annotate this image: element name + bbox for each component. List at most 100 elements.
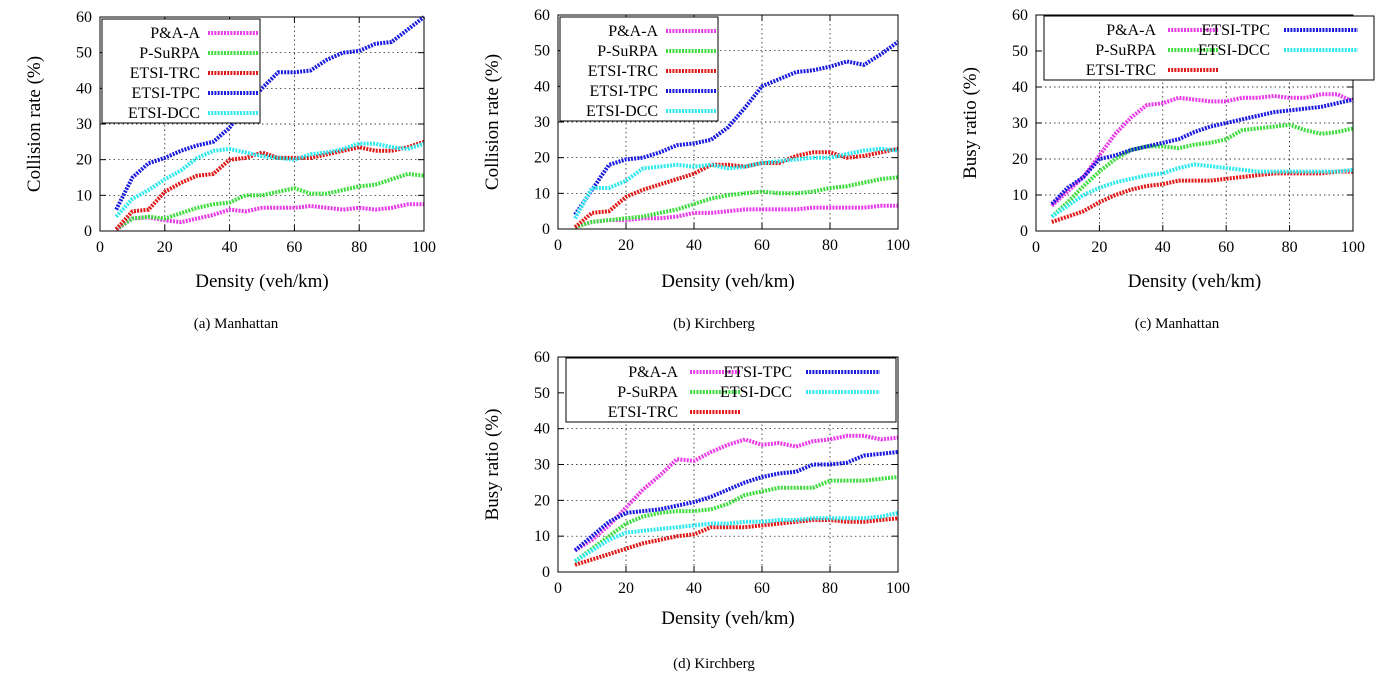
legend: P&A-A P-SuRPA ETSI-TRC ETSI-TPC ETSI-DCC [559,16,719,122]
legend-label-etsi-tpc: ETSI-TPC [590,83,658,100]
series-line-p-surpa [115,171,425,231]
series-line-etsi-dcc [114,141,425,219]
x-tick-label: 0 [96,239,104,256]
x-tick-label: 0 [554,237,562,254]
legend-label-etsi-trc: ETSI-TRC [608,404,678,421]
y-tick-label: 0 [542,564,550,581]
legend-label-p-a-a: P&A-A [150,25,200,42]
y-tick-label: 40 [534,78,550,95]
legend-box [565,357,897,423]
chart-caption: (d) Kirchberg [673,656,755,672]
legend-label-p-surpa: P-SuRPA [139,45,200,62]
y-tick-label: 60 [534,349,550,366]
series-line-p-a-a [115,202,424,232]
x-axis-label: Density (veh/km) [1128,271,1262,292]
legend-label-etsi-trc: ETSI-TRC [130,65,200,82]
x-tick-label: 20 [618,580,634,597]
series-line-etsi-trc [1051,169,1353,224]
y-tick-label: 20 [76,152,92,169]
series-line-etsi-trc [114,139,425,231]
x-tick-label: 60 [1218,239,1234,256]
x-tick-label: 60 [754,580,770,597]
legend-label-etsi-dcc: ETSI-DCC [128,105,200,122]
series-line-etsi-trc [573,146,899,229]
series-line-etsi-tpc [114,15,426,211]
y-tick-label: 60 [1012,7,1028,24]
x-tick-label: 20 [1091,239,1107,256]
x-tick-label: 80 [1282,239,1298,256]
y-tick-label: 20 [534,150,550,167]
x-tick-label: 20 [618,237,634,254]
legend-label-p-a-a: P&A-A [1106,22,1156,39]
x-tick-label: 100 [1341,239,1365,256]
y-tick-label: 50 [1012,43,1028,60]
legend-box [1043,15,1375,81]
y-tick-label: 40 [534,421,550,438]
y-tick-label: 60 [534,7,550,24]
legend-label-p-surpa: P-SuRPA [617,384,678,401]
y-tick-label: 30 [534,114,550,131]
legend: P&A-A P-SuRPA ETSI-TRC ETSI-TPC ETSI-DCC [565,357,897,423]
y-tick-label: 0 [542,221,550,238]
legend-label-etsi-tpc: ETSI-TPC [132,85,200,102]
series-line-p-a-a [574,203,898,230]
x-tick-label: 80 [351,239,367,256]
series-line-etsi-dcc [573,146,899,220]
x-tick-label: 0 [1032,239,1040,256]
x-axis-label: Density (veh/km) [195,271,329,292]
y-axis-label: Busy ratio (%) [960,67,981,179]
x-axis-label: Density (veh/km) [661,271,795,292]
x-tick-label: 100 [886,580,910,597]
y-tick-label: 10 [534,185,550,202]
y-tick-label: 40 [1012,79,1028,96]
y-tick-label: 30 [534,457,550,474]
series-line-p-surpa [573,475,899,563]
legend-label-etsi-trc: ETSI-TRC [1086,62,1156,79]
chart-caption: (a) Manhattan [194,316,279,332]
x-tick-label: 40 [686,237,702,254]
y-tick-label: 50 [76,45,92,62]
chart-panel-c: 0 20 40 60 80 100 0 10 20 30 40 50 60 Density (veh/km… [960,7,1375,332]
chart-caption: (c) Manhattan [1135,316,1220,332]
series-line-etsi-dcc [1050,162,1354,219]
x-tick-label: 60 [754,237,770,254]
series-line-p-surpa [1050,122,1354,219]
x-tick-label: 0 [554,580,562,597]
y-axis-label: Collision rate (%) [24,56,45,192]
x-tick-label: 40 [1155,239,1171,256]
series-line-etsi-trc [574,516,899,567]
y-tick-label: 10 [534,528,550,545]
chart-caption: (b) Kirchberg [673,316,755,332]
x-tick-label: 40 [686,580,702,597]
legend: P&A-A P-SuRPA ETSI-TRC ETSI-TPC ETSI-DCC [1043,15,1375,81]
legend-label-p-a-a: P&A-A [608,23,658,40]
x-tick-label: 60 [286,239,302,256]
y-tick-label: 20 [534,492,550,509]
y-tick-label: 40 [76,80,92,97]
legend-label-etsi-tpc: ETSI-TPC [1202,22,1270,39]
legend-label-etsi-trc: ETSI-TRC [588,63,658,80]
x-tick-label: 20 [157,239,173,256]
y-axis-label: Collision rate (%) [482,54,503,190]
series-line-etsi-dcc [573,510,899,563]
x-tick-label: 80 [822,237,838,254]
y-tick-label: 30 [76,116,92,133]
y-tick-label: 0 [1020,223,1028,240]
legend-label-p-surpa: P-SuRPA [597,43,658,60]
legend-label-p-a-a: P&A-A [628,364,678,381]
series-line-p-a-a [573,433,899,553]
x-axis-label: Density (veh/km) [661,608,795,629]
legend-label-etsi-dcc: ETSI-DCC [1198,42,1270,59]
series-line-p-surpa [574,175,899,230]
x-tick-label: 100 [886,237,910,254]
series-line-etsi-tpc [573,450,899,553]
series-line-etsi-tpc [573,40,900,216]
legend-label-etsi-dcc: ETSI-DCC [720,384,792,401]
series-line-etsi-tpc [1050,97,1354,206]
x-tick-label: 40 [222,239,238,256]
chart-panel-d: 0 20 40 60 80 100 0 10 20 30 40 50 60 Density (veh/km… [482,349,910,672]
chart-panel-b: 0 20 40 60 80 100 0 10 20 30 40 50 60 Density (veh/km… [482,7,910,332]
x-tick-label: 80 [822,580,838,597]
y-tick-label: 10 [76,187,92,204]
